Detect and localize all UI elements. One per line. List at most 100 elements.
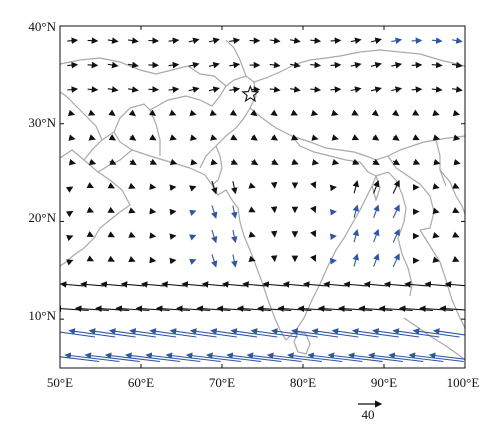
wind-vector <box>171 211 175 212</box>
wind-vector <box>304 284 327 286</box>
wind-vector <box>90 138 95 140</box>
lat-label-40n: 40°N <box>28 19 56 34</box>
wind-vector <box>192 235 196 236</box>
wind-vector <box>391 89 401 91</box>
wind-vector <box>310 40 320 41</box>
wind-vector <box>192 260 196 261</box>
wind-vector <box>435 236 439 237</box>
arabia-interior <box>98 150 132 172</box>
wind-vector <box>373 161 379 164</box>
wind-vector <box>313 113 317 114</box>
iran-coastline <box>84 132 212 185</box>
wind-vector <box>272 137 277 140</box>
wind-vector <box>70 113 74 114</box>
wind-vector <box>131 211 134 212</box>
wind-vector <box>432 40 442 41</box>
wind-vector <box>111 211 114 212</box>
wind-vector <box>233 230 236 242</box>
wind-vector <box>151 260 155 261</box>
wind-vector <box>414 137 419 139</box>
wind-vector <box>90 331 136 337</box>
wind-vector <box>374 112 378 115</box>
wind-vector <box>189 40 199 42</box>
wind-vector <box>70 138 75 139</box>
wind-vector <box>385 284 408 286</box>
wind-vector <box>393 205 399 218</box>
wind-vector <box>293 113 297 115</box>
lat-label-30n: 30°N <box>28 115 56 130</box>
wind-vector <box>455 211 458 213</box>
wind-vector <box>371 39 381 42</box>
wind-vector <box>374 181 379 193</box>
wind-vector <box>212 206 216 218</box>
wind-vector <box>270 89 280 90</box>
wind-vector <box>151 137 156 140</box>
wind-vector <box>432 89 442 90</box>
wind-vector <box>432 65 442 66</box>
north-border <box>226 40 246 76</box>
wind-vector <box>111 235 114 236</box>
wind-vector <box>108 89 118 91</box>
lon-label-60e: 60°E <box>128 375 154 390</box>
wind-vector <box>412 40 422 41</box>
wind-vector <box>344 284 367 286</box>
wind-vector <box>90 113 94 115</box>
wind-vector <box>313 138 318 139</box>
wind-vector <box>455 113 459 114</box>
wind-vector <box>191 331 237 337</box>
wind-vector <box>88 40 98 41</box>
wind-vector <box>374 206 379 218</box>
gulf-coastline <box>60 92 102 140</box>
wind-vector <box>263 284 286 286</box>
himalaya-border <box>250 108 465 160</box>
coastline-layer <box>60 40 465 360</box>
pakistan-india-border <box>212 146 222 185</box>
bangladesh-border <box>360 162 380 200</box>
wind-vector <box>434 138 439 139</box>
wind-vector <box>131 235 134 236</box>
wind-vector <box>131 187 134 188</box>
wind-vector <box>233 206 236 218</box>
iran-border <box>114 104 160 156</box>
wind-vector <box>131 112 135 115</box>
wind-vector <box>371 88 381 91</box>
wind-vector <box>374 230 379 242</box>
wind-vector <box>452 89 462 91</box>
wind-vector <box>150 161 156 164</box>
wind-vector <box>273 112 277 115</box>
india-west-coastline <box>212 185 286 340</box>
wind-vector <box>412 65 422 66</box>
wind-vector <box>353 331 399 337</box>
lon-label-70e: 70°E <box>209 375 235 390</box>
wind-vector <box>391 40 401 42</box>
wind-vector <box>270 40 280 41</box>
wind-vector <box>67 89 77 90</box>
lon-label-50e: 50°E <box>47 375 73 390</box>
lat-label-20n: 20°N <box>28 210 56 225</box>
wind-vector <box>333 162 338 163</box>
wind-vector <box>108 40 118 42</box>
wind-vector <box>111 187 114 188</box>
wind-vector <box>191 162 197 163</box>
star-icon <box>243 86 258 101</box>
wind-vector <box>92 211 93 212</box>
wind-vector <box>209 64 219 66</box>
wind-vector <box>151 331 197 337</box>
wind-vector-layer <box>45 39 484 361</box>
wind-vector <box>233 255 236 267</box>
wind-vector <box>171 187 175 188</box>
wind-vector <box>131 260 134 261</box>
wind-vector <box>209 39 219 42</box>
wind-vector <box>171 260 175 261</box>
wind-vector <box>435 113 439 114</box>
sumatra-coastline <box>404 318 465 360</box>
lon-label-100e: 100°E <box>447 375 480 390</box>
wind-vector <box>394 137 399 140</box>
wind-vector <box>394 331 440 337</box>
wind-vector <box>111 113 115 116</box>
wind-vector <box>233 181 236 193</box>
wind-vector <box>393 254 399 267</box>
wind-vector <box>333 138 338 139</box>
wind-vector <box>229 40 239 42</box>
wind-vector <box>434 162 440 163</box>
